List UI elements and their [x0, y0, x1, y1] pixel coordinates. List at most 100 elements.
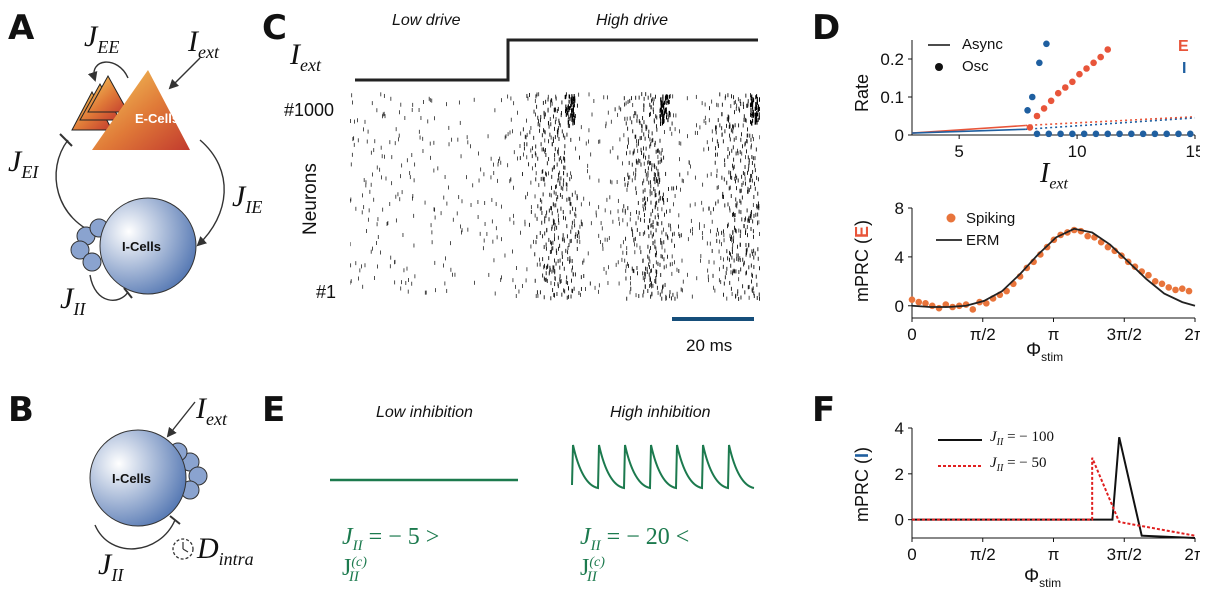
- rate-x-tick-label: 15: [1186, 142, 1200, 161]
- i-cells-label-b: I-Cells: [112, 471, 151, 486]
- jii-arrow-a: [89, 274, 129, 301]
- top-neuron-label: #1000: [284, 100, 335, 120]
- i-cell-circle-b: [89, 429, 187, 527]
- mprc-spiking-point: [915, 298, 923, 306]
- mprc-spiking-point: [1172, 286, 1179, 294]
- mprc-e-y-tick-label: 8: [895, 200, 904, 218]
- mprc-e-x-tick-label: π: [1048, 325, 1060, 344]
- rate-osc-point-E: [1076, 70, 1083, 78]
- mprc-e-plot: 0 π/2 π 3π/2 2π 0 4 8: [895, 200, 1200, 344]
- rate-plot: 5 10 15 0 0.1 0.2: [880, 40, 1200, 161]
- mprc-spiking-point: [1145, 271, 1152, 279]
- panel-label-d: D: [812, 8, 841, 48]
- mprc-erm-line: [911, 227, 1196, 308]
- iext-arrow-b: [166, 401, 196, 438]
- mprc-i-axis-label: mPRC (I): [852, 446, 872, 522]
- legend-jii-100: JII = − 100: [990, 429, 1055, 448]
- jee-label: JEE: [84, 20, 120, 57]
- mprc-i-y-tick-label: 4: [895, 420, 904, 438]
- mprc-i-line-100: [912, 436, 1196, 539]
- mprc-i-y-tick-label: 2: [895, 465, 904, 484]
- mprc-i-x-tick-label: 3π/2: [1107, 545, 1142, 564]
- mprc-i-y-tick-label: 0: [895, 511, 904, 530]
- rate-osc-point-I: [1036, 59, 1043, 67]
- rate-osc-point-I: [1163, 130, 1170, 138]
- rate-osc-point-E: [1054, 89, 1062, 97]
- iext-arrow-a: [168, 57, 201, 90]
- rate-osc-point-I: [1092, 130, 1100, 138]
- low-inhibition-label: Low inhibition: [376, 404, 473, 421]
- iext-label-c: Iext: [290, 38, 321, 75]
- high-drive-label: High drive: [596, 12, 669, 29]
- mprc-e-x-tick-label: π/2: [970, 325, 996, 344]
- rate-y-tick-label: 0.1: [880, 88, 904, 107]
- i-cells-label: I-Cells: [122, 239, 161, 254]
- rate-osc-point-E: [1104, 46, 1112, 53]
- rate-y-tick-label: 0: [895, 126, 904, 145]
- mprc-spiking-point: [1178, 285, 1186, 292]
- mprc-spiking-point: [969, 306, 977, 313]
- drive-step-trace: [355, 38, 758, 82]
- rate-osc-point-I: [1024, 107, 1031, 114]
- bottom-neuron-label: #1: [316, 282, 337, 302]
- rate-x-tick-label: 10: [1068, 142, 1087, 161]
- legend-spiking-dot: [946, 213, 956, 223]
- mprc-e-y-tick-label: 4: [895, 248, 904, 267]
- phi-axis-label-d: Φstim: [1026, 340, 1064, 364]
- rate-osc-point-E: [1040, 105, 1048, 112]
- mprc-i-x-tick-label: 0: [907, 545, 916, 564]
- rate-osc-point-E: [1033, 112, 1041, 120]
- panel-label-b: B: [8, 390, 34, 430]
- rate-osc-point-I: [1043, 40, 1050, 48]
- i-cell-circle: [99, 197, 197, 295]
- rate-osc-point-I: [1057, 130, 1064, 138]
- iext-axis-label: Iext: [1040, 158, 1068, 193]
- spike-raster: [350, 92, 760, 301]
- mprc-i-x-tick-label: π: [1048, 545, 1060, 564]
- rate-async-I: [1025, 117, 1196, 131]
- rate-osc-point-I: [1033, 130, 1041, 138]
- jie-label: JIE: [232, 180, 263, 217]
- mprc-e-axis-label: mPRC (E): [852, 219, 872, 302]
- mprc-spiking-point: [983, 300, 990, 307]
- rate-osc-point-I: [1151, 130, 1159, 138]
- jii-arrow-b: [94, 519, 176, 550]
- rate-osc-point-E: [1097, 53, 1104, 61]
- legend-spiking: Spiking: [966, 210, 1016, 227]
- mprc-e-y-tick-label: 0: [895, 297, 904, 316]
- scale-bar-label: 20 ms: [686, 336, 733, 355]
- rate-osc-point-I: [1186, 130, 1194, 138]
- high-inhibition-label: High inhibition: [610, 404, 711, 421]
- panel-a-diagram: E-Cells I-Cells: [55, 57, 225, 301]
- rate-osc-point-I: [1139, 130, 1147, 138]
- mprc-spiking-point: [935, 304, 943, 312]
- trace-high-inhibition: [571, 444, 755, 490]
- neurons-axis-label: Neurons: [300, 163, 321, 235]
- mprc-e-x-tick-label: 2π: [1184, 325, 1200, 344]
- eq-high-inhibition: JII = − 20 < J(c)II: [580, 524, 690, 585]
- rate-osc-point-I: [1080, 130, 1088, 138]
- e-cell-triangle: [92, 70, 190, 150]
- jii-label-b: JII: [98, 548, 124, 585]
- panel-label-c: C: [262, 8, 287, 48]
- mprc-i-x-tick-label: π/2: [970, 545, 996, 564]
- legend-e: E: [1178, 38, 1189, 55]
- low-drive-label: Low drive: [392, 12, 461, 29]
- jei-bar: [59, 133, 73, 147]
- rate-osc-point-E: [1026, 124, 1034, 131]
- jie-arrow: [196, 139, 225, 247]
- rate-async-I: [911, 128, 1026, 134]
- mprc-spiking-point: [1158, 280, 1166, 288]
- legend-async: Async: [962, 36, 1003, 53]
- jii-label-a: JII: [60, 282, 86, 319]
- clock-icon: [172, 538, 194, 560]
- rate-osc-point-E: [1090, 59, 1097, 67]
- mprc-i-plot: 0 π/2 π 3π/2 2π 0 2 4: [895, 420, 1200, 564]
- legend-erm: ERM: [966, 232, 1000, 249]
- rate-x-tick-label: 5: [954, 142, 963, 161]
- mprc-spiking-point: [1185, 287, 1193, 295]
- e-cell-small-3: [87, 74, 129, 113]
- panel-b-diagram: I-Cells: [89, 401, 208, 560]
- mprc-spiking-point: [1131, 263, 1139, 270]
- rate-osc-point-E: [1069, 78, 1076, 86]
